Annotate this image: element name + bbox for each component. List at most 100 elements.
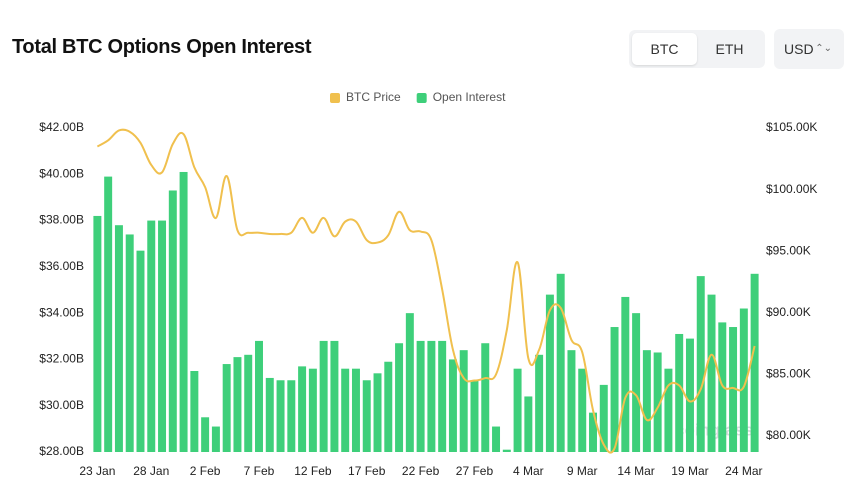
bar xyxy=(168,190,177,452)
y2-tick-label: $90.00K xyxy=(766,305,811,319)
bar xyxy=(492,426,501,452)
bar xyxy=(351,368,360,452)
bar xyxy=(632,313,641,452)
bar xyxy=(211,426,220,452)
bar xyxy=(125,234,134,452)
bar xyxy=(384,361,393,452)
bar xyxy=(610,327,619,452)
x-tick-label: 23 Jan xyxy=(79,464,115,478)
currency-select[interactable]: USD ⌃⌄ xyxy=(774,29,844,69)
bar xyxy=(664,368,673,452)
x-tick-label: 28 Jan xyxy=(133,464,169,478)
legend-swatch xyxy=(416,93,427,103)
legend-swatch xyxy=(330,93,340,103)
y-tick-label: $28.00B xyxy=(39,444,84,458)
bar xyxy=(255,340,263,452)
bar xyxy=(481,343,490,452)
bar xyxy=(104,176,113,452)
coin-toggle: BTC ETH xyxy=(629,30,765,68)
bar xyxy=(308,368,317,452)
bar xyxy=(341,368,350,452)
bar xyxy=(244,354,253,452)
x-tick-label: 4 Mar xyxy=(513,464,544,478)
bar xyxy=(524,396,533,452)
x-tick-label: 19 Mar xyxy=(671,464,708,478)
bar xyxy=(438,340,447,452)
bar xyxy=(448,359,457,452)
y-tick-label: $30.00B xyxy=(39,398,84,412)
x-tick-label: 7 Feb xyxy=(244,464,275,478)
bar xyxy=(265,377,274,452)
bar xyxy=(373,373,382,452)
y-tick-label: $36.00B xyxy=(39,259,84,273)
select-arrow: ⌃⌄ xyxy=(815,43,832,54)
x-tick-label: 22 Feb xyxy=(402,464,440,478)
bar xyxy=(114,225,123,452)
bar xyxy=(556,273,565,452)
bar xyxy=(158,220,167,452)
bar xyxy=(179,171,188,452)
bar xyxy=(545,294,554,452)
y-tick-label: $32.00B xyxy=(39,352,84,366)
bar xyxy=(459,350,468,452)
x-tick-label: 17 Feb xyxy=(348,464,386,478)
bar xyxy=(739,308,748,452)
bar xyxy=(427,340,436,452)
bar xyxy=(599,384,608,452)
bar xyxy=(653,352,662,452)
bar xyxy=(405,313,414,452)
x-tick-label: 14 Mar xyxy=(617,464,654,478)
bar xyxy=(567,350,576,452)
bar xyxy=(675,333,684,452)
bar xyxy=(222,364,231,452)
x-tick-label: 2 Feb xyxy=(190,464,221,478)
currency-label: USD xyxy=(784,41,814,57)
bar xyxy=(136,250,145,452)
bar xyxy=(319,340,328,452)
bar xyxy=(395,343,404,452)
x-tick-label: 24 Mar xyxy=(725,464,762,478)
bar xyxy=(233,357,242,452)
bar xyxy=(513,368,522,452)
bar xyxy=(276,380,285,452)
bar xyxy=(93,215,102,452)
y-tick-label: $38.00B xyxy=(39,213,84,227)
y2-tick-label: $105.00K xyxy=(766,120,817,134)
legend-label: BTC Price xyxy=(346,90,401,104)
y2-tick-label: $80.00K xyxy=(766,428,811,442)
bar xyxy=(201,417,210,452)
y-tick-label: $34.00B xyxy=(39,305,84,319)
bar xyxy=(147,220,156,452)
bar xyxy=(696,276,705,452)
bar xyxy=(416,340,425,452)
bar xyxy=(330,340,339,452)
bar xyxy=(621,296,630,452)
bar xyxy=(578,368,587,452)
bar xyxy=(729,327,738,452)
bar xyxy=(287,380,296,452)
bar xyxy=(642,350,651,452)
bar xyxy=(718,322,727,452)
y-tick-label: $42.00B xyxy=(39,120,84,134)
page-title: Total BTC Options Open Interest xyxy=(12,36,312,58)
y2-tick-label: $85.00K xyxy=(766,367,811,381)
bar xyxy=(535,354,544,452)
bar xyxy=(362,380,371,452)
y2-tick-label: $100.00K xyxy=(766,182,817,196)
legend: BTC Price Open Interest xyxy=(330,90,506,104)
bar xyxy=(589,412,597,452)
bar xyxy=(190,371,199,452)
bar xyxy=(502,449,511,452)
legend-label: Open Interest xyxy=(433,90,506,104)
x-tick-label: 12 Feb xyxy=(294,464,332,478)
price-line xyxy=(96,128,756,454)
y2-tick-label: $95.00K xyxy=(766,243,811,257)
x-tick-label: 27 Feb xyxy=(456,464,494,478)
coin-button[interactable]: ETH xyxy=(715,41,744,57)
y-tick-label: $40.00B xyxy=(39,166,84,180)
bar xyxy=(750,273,759,452)
bar xyxy=(707,294,716,452)
coin-button[interactable]: BTC xyxy=(632,33,697,65)
